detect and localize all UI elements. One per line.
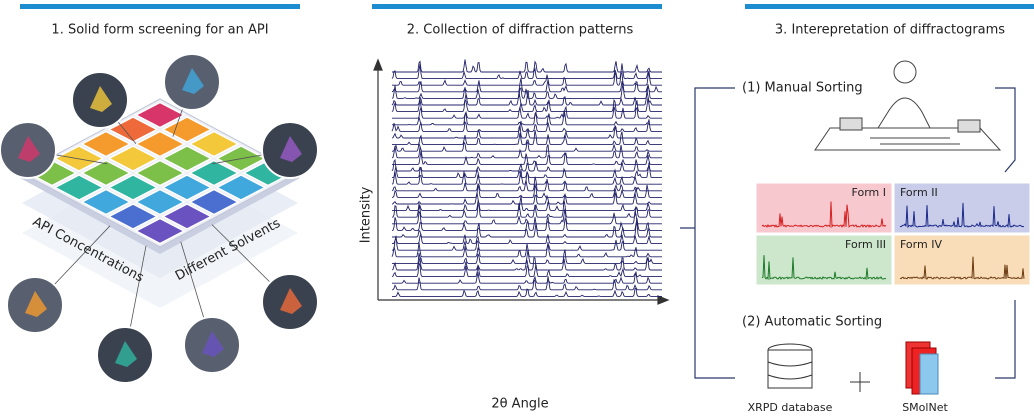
pattern-line <box>392 59 662 73</box>
crystal <box>90 86 112 112</box>
pattern-line <box>392 110 662 126</box>
pattern-line <box>391 176 662 192</box>
well-plate <box>0 53 319 384</box>
well <box>134 188 186 216</box>
crystal <box>280 136 302 162</box>
well <box>80 159 132 187</box>
panel-title: 2. Collection of diffraction patterns <box>407 23 634 38</box>
well <box>188 188 240 216</box>
crystal <box>182 68 204 94</box>
pattern-line <box>391 83 662 99</box>
form-pattern <box>761 201 887 229</box>
form-grid: Form I Form II Form III Form IV <box>755 182 1031 286</box>
well <box>134 101 186 129</box>
pattern-line <box>391 119 662 132</box>
well <box>188 130 240 158</box>
well <box>53 174 105 201</box>
pattern-line <box>392 140 662 152</box>
pattern-line <box>392 233 662 245</box>
well <box>80 188 132 216</box>
pattern-line <box>392 208 662 225</box>
pattern-line <box>392 130 662 146</box>
form-pattern <box>761 255 887 281</box>
pattern-line <box>391 261 662 278</box>
pattern-line <box>391 97 662 113</box>
database-icon <box>767 343 813 389</box>
well <box>161 145 213 172</box>
pattern-line <box>391 184 662 198</box>
form-label: Form II <box>900 186 938 199</box>
crystal <box>115 341 137 367</box>
pattern-line <box>392 150 662 165</box>
step-label: (2) Automatic Sorting <box>742 315 882 330</box>
pattern-line <box>392 70 662 86</box>
well <box>107 116 159 143</box>
header-bar <box>745 4 1034 9</box>
pattern-line <box>392 105 662 119</box>
panel-title: 1. Solid form screening for an API <box>51 23 268 38</box>
pattern-line <box>391 216 662 231</box>
pattern-line <box>391 192 662 205</box>
pattern-line <box>392 235 662 251</box>
icon-label: XRPD database <box>748 401 833 414</box>
plus <box>850 372 870 392</box>
well <box>134 159 186 187</box>
person-sketch <box>814 60 1002 151</box>
plot-axes <box>373 58 670 305</box>
pattern-line <box>391 158 662 172</box>
brackets <box>680 87 1016 379</box>
well <box>107 145 159 172</box>
pattern-line <box>392 196 662 212</box>
pattern-line <box>391 169 662 185</box>
pattern-line <box>391 63 662 80</box>
well <box>134 130 186 158</box>
well <box>188 159 240 187</box>
well <box>107 203 159 230</box>
form-box <box>755 234 893 286</box>
form-label: Form IV <box>900 238 942 251</box>
well <box>107 174 159 201</box>
crystal <box>280 288 302 314</box>
step-label: (1) Manual Sorting <box>742 81 863 96</box>
model-icon <box>905 341 939 395</box>
pattern-line <box>391 241 662 258</box>
form-box <box>893 234 1031 286</box>
well <box>80 130 132 158</box>
panel-title: 3. Interepretation of diffractograms <box>775 23 1005 38</box>
pattern-line <box>392 287 662 297</box>
pattern-line <box>392 221 662 238</box>
header-bar <box>20 4 300 9</box>
pattern-line <box>392 249 662 264</box>
pattern-line <box>391 200 662 218</box>
form-pattern <box>899 256 1025 280</box>
icon-label: SMolNet <box>902 401 948 414</box>
well <box>161 203 213 230</box>
crystal <box>18 136 40 162</box>
form-label: Form I <box>852 186 886 199</box>
pattern-line <box>391 123 662 139</box>
well <box>134 217 186 245</box>
well <box>215 174 267 201</box>
pattern-line <box>391 252 662 271</box>
form-label: Form III <box>845 238 886 251</box>
pattern-line <box>392 271 662 284</box>
header-bar <box>372 4 662 9</box>
well <box>161 116 213 143</box>
crystal <box>25 291 47 317</box>
pattern-line <box>391 90 662 106</box>
diffraction-patterns <box>391 59 662 297</box>
axis-label: Intensity <box>359 186 374 243</box>
axis-label: 2θ Angle <box>491 397 548 412</box>
crystal <box>202 331 224 357</box>
well <box>161 174 213 201</box>
form-pattern <box>899 202 1025 229</box>
